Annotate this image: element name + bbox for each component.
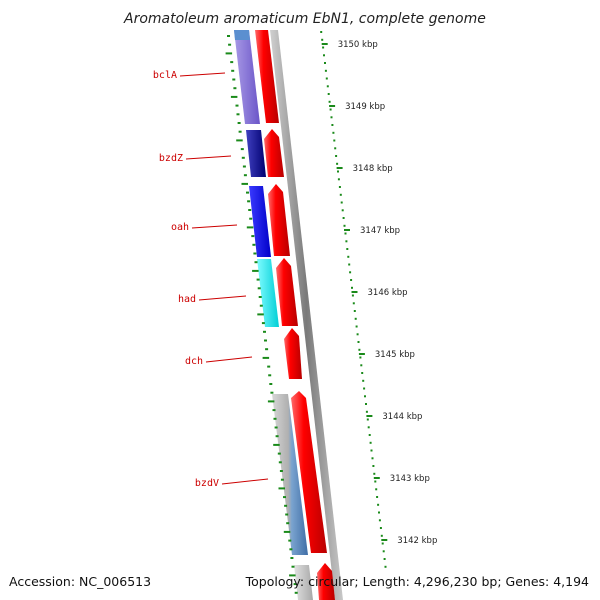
- kbp-label: 3147 kbp: [360, 226, 400, 236]
- reverse-strand-track: [234, 30, 313, 600]
- kbp-label: 3142 kbp: [397, 536, 437, 546]
- forward-gene-arrow-3: [268, 184, 290, 256]
- inner-tick-track: [225, 35, 298, 594]
- topology-label: Topology: circular; Length: 4,296,230 bp…: [245, 574, 589, 589]
- kbp-label: 3149 kbp: [345, 102, 385, 112]
- gene-oah-feature: [249, 186, 271, 257]
- gene-label-oah: oah: [171, 222, 189, 233]
- gene-leader-line: [191, 224, 238, 229]
- forward-gene-arrow-2: [264, 129, 284, 177]
- kbp-label: 3150 kbp: [338, 40, 378, 50]
- gene-label-bzdZ: bzdZ: [159, 153, 183, 164]
- gene-bzdV-feature: [272, 394, 308, 555]
- gene-had-feature: [257, 259, 279, 327]
- kbp-scale: 3150 kbp 3149 kbp 3148 kbp 3147 kbp 3146 kbp…: [320, 31, 437, 568]
- gene-label-bclA: bclA: [153, 70, 177, 81]
- gene-bottom-grey-feature: [294, 565, 313, 600]
- gene-label-had: had: [178, 294, 196, 305]
- kbp-label: 3145 kbp: [375, 350, 415, 360]
- genome-backbone: [270, 30, 343, 600]
- gene-top-blue-feature: [234, 30, 250, 40]
- accession-label: Accession: NC_006513: [9, 574, 151, 589]
- kbp-label: 3144 kbp: [382, 412, 422, 422]
- gene-label-bzdV: bzdV: [195, 478, 219, 489]
- gene-leader-line: [179, 72, 226, 77]
- forward-gene-arrow-6: [291, 391, 327, 553]
- gene-bclA-feature: [234, 30, 260, 124]
- kbp-label: 3146 kbp: [368, 288, 408, 298]
- gene-label-dch: dch: [185, 356, 203, 367]
- forward-gene-arrow-1: [255, 30, 279, 123]
- gene-label-group: bclA bzdZ oah had dch bzdV: [153, 70, 269, 489]
- forward-gene-arrow-7: [317, 563, 335, 600]
- gene-leader-line: [185, 155, 232, 160]
- kbp-label: 3148 kbp: [353, 164, 393, 174]
- gene-leader-line: [205, 356, 253, 363]
- forward-gene-arrow-4: [276, 258, 298, 326]
- gene-bzdZ-feature: [246, 130, 266, 177]
- map-title: Aromatoleum aromaticum EbN1, complete ge…: [123, 11, 486, 27]
- gene-leader-line: [221, 478, 269, 485]
- forward-strand-track: [255, 30, 335, 600]
- kbp-label: 3143 kbp: [390, 474, 430, 484]
- forward-gene-arrow-5: [284, 328, 302, 379]
- gene-leader-line: [198, 295, 247, 301]
